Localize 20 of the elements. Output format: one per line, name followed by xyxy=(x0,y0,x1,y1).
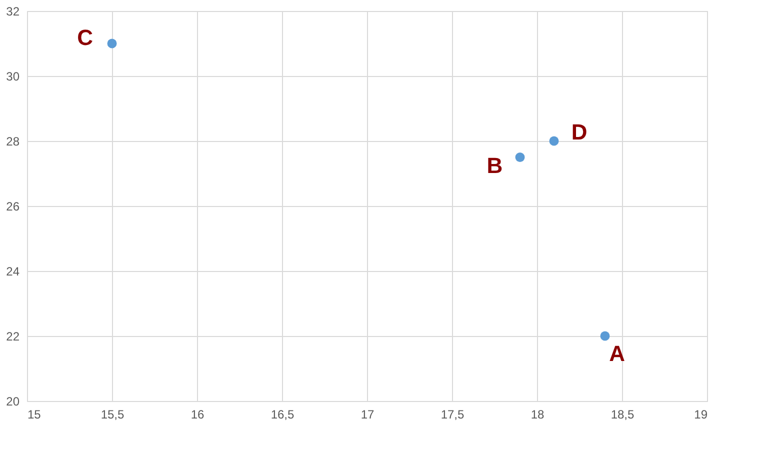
annotation: B xyxy=(486,152,503,178)
x-tick-label: 17 xyxy=(360,408,374,422)
y-tick-label: 26 xyxy=(6,200,20,214)
annotation: C xyxy=(77,25,94,50)
x-tick-label: 15,5 xyxy=(100,408,124,422)
annotation: A xyxy=(609,341,626,366)
x-tick-label: 16 xyxy=(190,408,204,422)
y-tick-label: 30 xyxy=(6,70,20,84)
y-tick-label: 28 xyxy=(6,134,20,148)
y-tick-label: 24 xyxy=(6,264,20,278)
x-tick-label: 18,5 xyxy=(610,408,634,422)
x-tick-label: 17,5 xyxy=(440,408,464,422)
y-tick-label: 22 xyxy=(6,330,20,344)
x-tick-label: 15 xyxy=(28,408,42,422)
x-tick-label: 18 xyxy=(530,408,544,422)
x-tick-label: 16,5 xyxy=(270,408,294,422)
y-tick-label: 20 xyxy=(6,394,20,408)
annotation: D xyxy=(571,119,588,144)
y-tick-label: 32 xyxy=(6,4,20,18)
x-tick-label: 19 xyxy=(694,408,708,422)
